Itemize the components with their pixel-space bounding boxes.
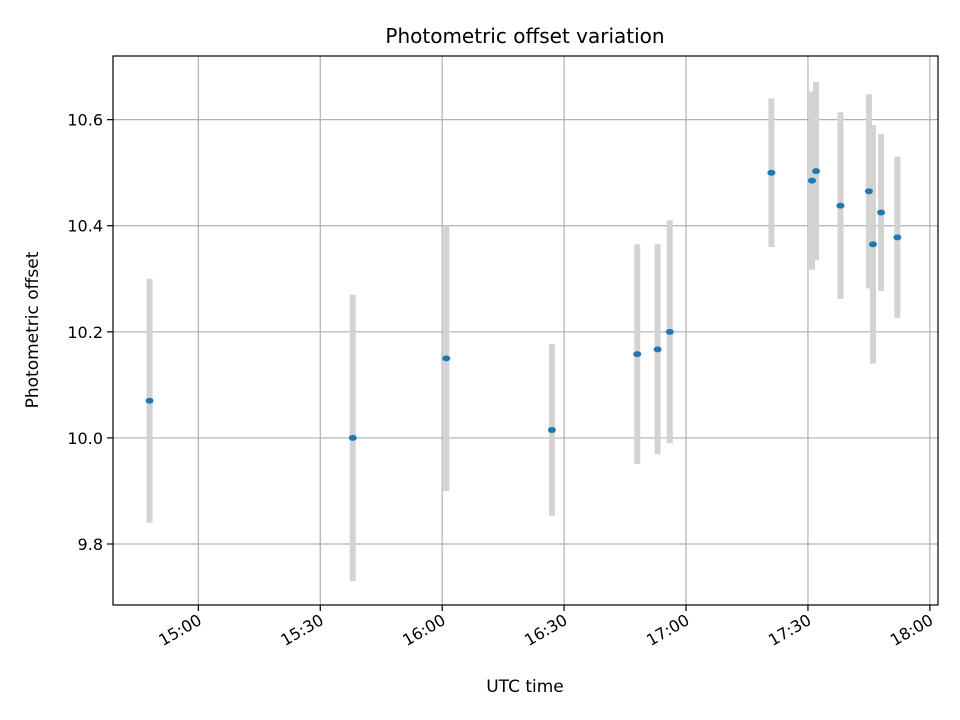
data-point xyxy=(864,188,873,195)
grid-lines xyxy=(113,56,938,605)
data-point xyxy=(665,328,674,335)
data-point xyxy=(877,209,886,216)
y-axis-ticks: 9.8 10.0 10.2 10.4 10.6 xyxy=(67,111,113,554)
data-point xyxy=(633,351,642,358)
data-point xyxy=(868,241,877,248)
plot-area-frame xyxy=(112,55,939,606)
data-point xyxy=(893,234,902,241)
y-tick-label: 10.4 xyxy=(67,217,103,236)
data-point xyxy=(348,434,357,441)
y-tick-label: 10.2 xyxy=(67,323,103,342)
chart-title: Photometric offset variation xyxy=(385,24,664,48)
data-point xyxy=(547,426,556,433)
y-tick-label: 10.0 xyxy=(67,429,103,448)
data-point xyxy=(812,168,821,175)
y-tick-label: 9.8 xyxy=(78,535,103,554)
x-axis-title: UTC time xyxy=(486,677,564,697)
data-point xyxy=(836,202,845,209)
data-point xyxy=(808,177,817,184)
data-point xyxy=(767,169,776,176)
data-point xyxy=(145,397,154,404)
data-points xyxy=(145,168,902,441)
data-point xyxy=(653,346,662,353)
data-point xyxy=(442,355,451,362)
y-axis-title: Photometric offset xyxy=(23,251,43,408)
y-tick-label: 10.6 xyxy=(67,111,103,130)
